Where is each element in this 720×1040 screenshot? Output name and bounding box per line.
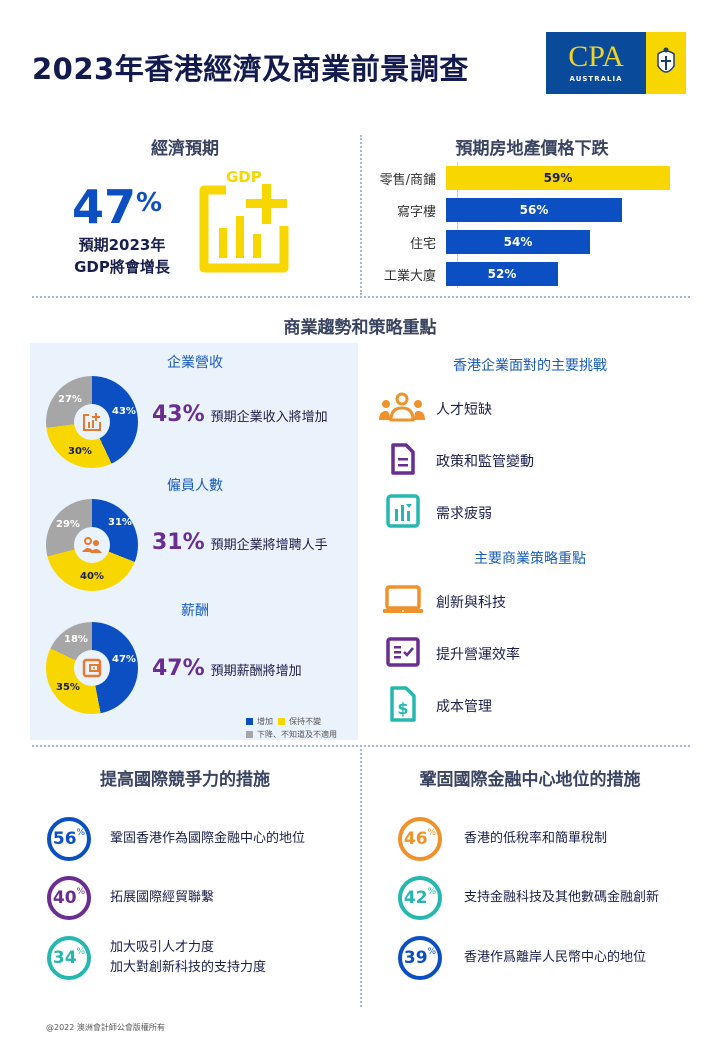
bar-row-office: 寫字樓 56% — [360, 198, 622, 222]
measure-text: 支持金融科技及其他數碼金融創新 — [464, 890, 660, 905]
gdp-caption: 預期2023年 GDP將會增長 — [74, 236, 170, 276]
trends-title: 商業趨勢和策略重點 — [283, 318, 437, 338]
challenge-item: 需求疲弱 — [378, 494, 492, 532]
page-title: 2023年香港經濟及商業前景調查 — [32, 52, 469, 86]
strategy-item: 創新與科技 — [378, 585, 506, 619]
strategy-item: $ 成本管理 — [378, 686, 492, 726]
legend-swatch — [246, 731, 253, 738]
economy-title: 經濟預期 — [151, 139, 219, 159]
bar-row-residential: 住宅 54% — [360, 230, 590, 254]
strategies-title: 主要商業策略重點 — [474, 551, 586, 567]
checklist-icon — [378, 637, 428, 671]
bar-row-retail: 零售/商鋪 59% — [360, 166, 670, 190]
people-group-icon — [378, 392, 428, 426]
laptop-icon — [378, 585, 428, 619]
headcount-stat: 31% 預期企業將增聘人手 — [152, 530, 328, 555]
salary-title: 薪酬 — [181, 603, 209, 619]
percent-badge: 40% — [47, 876, 91, 920]
dollar-document-icon: $ — [378, 686, 428, 726]
headcount-title: 僱員人數 — [167, 478, 223, 494]
logo-subtext: AUSTRALIA — [569, 75, 623, 83]
chart-down-icon — [378, 494, 428, 532]
percent-badge: 34% — [47, 936, 91, 980]
salary-donut: 47% 35% 18% — [46, 622, 138, 714]
percent-badge: 42% — [398, 876, 442, 920]
bar-row-industrial: 工業大廈 52% — [360, 262, 558, 286]
property-title: 預期房地產價格下跌 — [455, 139, 609, 159]
crest-icon — [646, 32, 686, 94]
bar-retail: 59% — [446, 166, 670, 190]
wallet-icon — [74, 650, 110, 686]
divider — [32, 296, 690, 298]
svg-text:$: $ — [397, 699, 408, 718]
percent-badge: 56% — [47, 817, 91, 861]
bar-industrial: 52% — [446, 262, 558, 286]
bar-axis — [457, 162, 458, 288]
logo-text: CPA — [568, 40, 624, 73]
document-icon — [378, 443, 428, 479]
bar-residential: 54% — [446, 230, 590, 254]
percent-badge: 39% — [398, 936, 442, 980]
measure-text: 香港的低稅率和簡單稅制 — [464, 831, 608, 846]
legend-swatch — [278, 718, 286, 725]
legend-swatch — [246, 718, 253, 725]
donut-legend: 增加 保持不變 下降、不知道及不適用 — [246, 715, 337, 741]
measure-text: 鞏固香港作為國際金融中心的地位 — [110, 831, 306, 846]
measure-text: 拓展國際經貿聯繫 — [110, 890, 215, 905]
people-icon — [74, 527, 110, 563]
strategy-item: 提升營運效率 — [378, 637, 520, 671]
challenge-item: 政策和監管變動 — [378, 443, 534, 479]
measure-text: 香港作爲離岸人民幣中心的地位 — [464, 950, 647, 965]
salary-stat: 47% 預期薪酬將增加 — [152, 656, 302, 681]
measure-text: 加大吸引人才力度 加大對創新科技的支持力度 — [110, 940, 267, 975]
revenue-donut: 43% 30% 27% — [46, 376, 138, 468]
competitiveness-title: 提高國際競爭力的措施 — [100, 770, 270, 790]
bar-office: 56% — [446, 198, 622, 222]
revenue-chart-icon — [74, 404, 110, 440]
divider — [360, 135, 362, 295]
percent-badge: 46% — [398, 817, 442, 861]
divider — [360, 745, 362, 1007]
headcount-donut: 31% 40% 29% — [46, 499, 138, 591]
financial-centre-title: 鞏固國際金融中心地位的措施 — [419, 770, 641, 790]
challenges-title: 香港企業面對的主要挑戰 — [453, 358, 607, 374]
cpa-australia-logo: CPA AUSTRALIA — [546, 32, 686, 94]
gdp-percent: 47% — [72, 180, 163, 234]
copyright: @2022 澳洲會計師公會版權所有 — [46, 1023, 165, 1032]
revenue-stat: 43% 預期企業收入將增加 — [152, 402, 328, 427]
revenue-title: 企業營收 — [167, 355, 223, 371]
gdp-chart-plus-icon: GDP — [196, 168, 296, 280]
challenge-item: 人才短缺 — [378, 392, 492, 426]
